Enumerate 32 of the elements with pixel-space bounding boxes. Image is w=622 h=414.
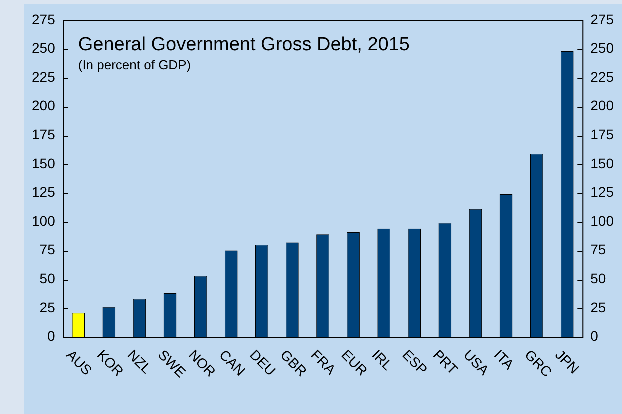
y2-tick-label: 275: [590, 11, 614, 28]
y-tick-label: 75: [40, 242, 56, 258]
y2-tick-label: 0: [590, 328, 599, 344]
x-tick-label: ESP: [400, 346, 431, 378]
y2-tick-label: 50: [590, 270, 606, 286]
y2-tick-label: 175: [590, 126, 614, 142]
text: (In percent of GDP): [78, 57, 192, 72]
y-tick-label: 50: [40, 270, 56, 286]
y2-tick-label: 100: [590, 212, 614, 229]
y2-tick-label: 125: [590, 184, 614, 200]
x-tick-label: ITA: [491, 346, 518, 374]
y2-tick-label: 150: [590, 155, 614, 172]
y2-tick-label: 25: [590, 299, 606, 316]
y-tick-label: 100: [32, 212, 56, 229]
y-tick-label: 25: [40, 299, 56, 316]
y2-tick-label: 200: [590, 98, 614, 114]
y-tick-label: 125: [32, 184, 56, 200]
y-tick-label: 275: [32, 11, 56, 28]
x-tick-label: PRT: [430, 346, 462, 378]
x-tick-label: JPN: [552, 346, 583, 377]
y-tick-label: 225: [32, 68, 56, 85]
y-tick-label: 0: [48, 328, 56, 344]
y2-tick-label: 225: [590, 68, 614, 85]
y-tick-label: 175: [32, 126, 56, 142]
x-tick-label: IRL: [369, 346, 396, 374]
y-tick-label: 250: [32, 40, 56, 56]
y2-tick-label: 75: [590, 242, 606, 258]
x-tick-label: AUS: [64, 346, 96, 378]
y-tick-label: 200: [32, 98, 56, 114]
y2-tick-label: 250: [590, 40, 614, 56]
y-tick-label: 150: [32, 155, 56, 172]
text: General Government Gross Debt, 2015: [78, 34, 410, 56]
